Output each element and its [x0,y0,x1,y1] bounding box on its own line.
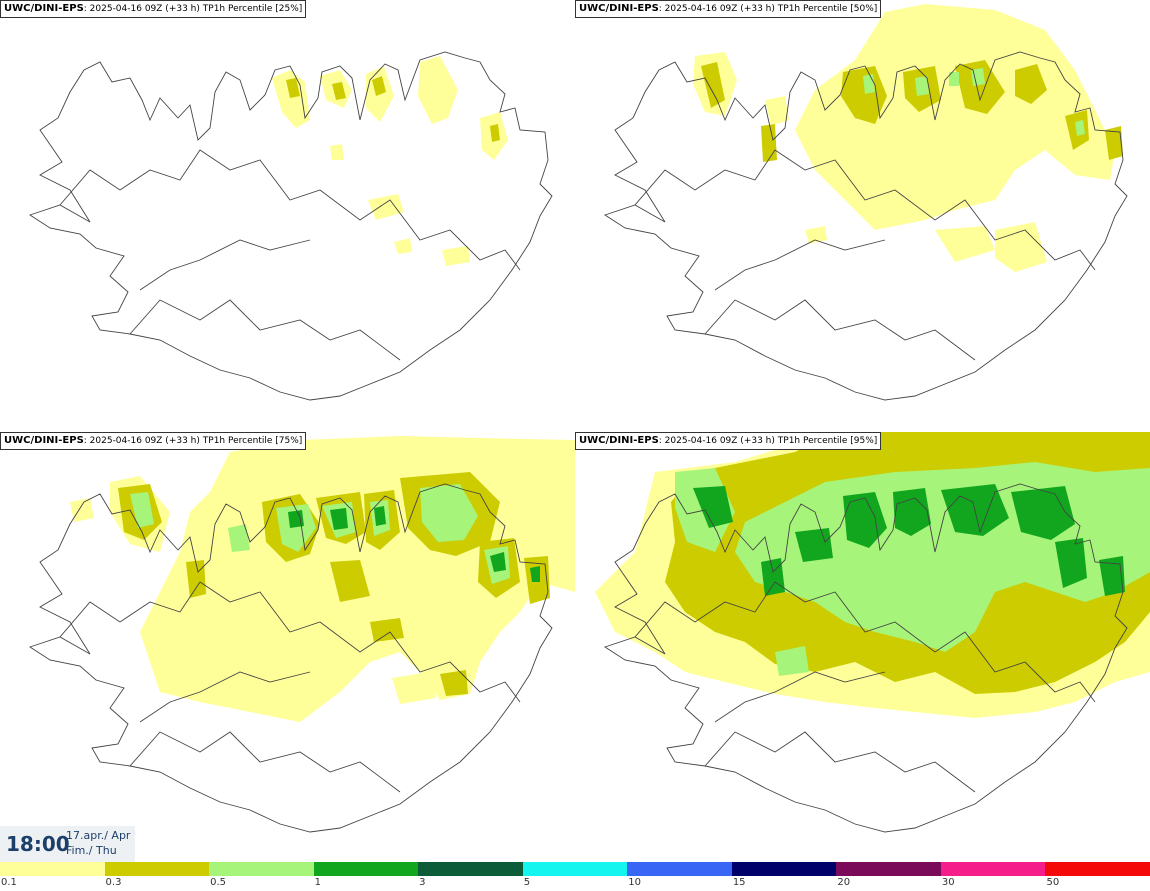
legend-color-bar [522,862,628,876]
valid-time: 18:00 [6,832,70,856]
panel-title: UWC/DINI-EPS: 2025-04-16 09Z (+33 h) TP1… [575,432,882,450]
valid-date: 17.apr./ Apr [66,829,131,842]
legend-color-bar [209,862,315,876]
legend-tick-label: 1 [314,877,321,888]
iceland-map [603,4,1128,401]
precip-field [272,56,508,266]
legend-color-bar [418,862,524,876]
legend-color-bar [731,862,837,876]
legend-tick-label: 5 [523,877,531,888]
map-panel-p25: UWC/DINI-EPS: 2025-04-16 09Z (+33 h) TP1… [0,0,575,432]
map-panel-p50: UWC/DINI-EPS: 2025-04-16 09Z (+33 h) TP1… [575,0,1150,432]
color-legend: 0.1 0.3 0.5 1 3 5 10 15 20 30 50 [0,862,1150,891]
panel-title: UWC/DINI-EPS: 2025-04-16 09Z (+33 h) TP1… [575,0,882,18]
valid-weekday: Fim./ Thu [66,844,117,857]
legend-color-bar [1045,862,1150,876]
iceland-map [28,51,553,401]
legend-tick-label: 0.5 [210,877,226,888]
coastline [28,51,553,401]
legend-color-bar [627,862,733,876]
legend-tick-label: 15 [732,877,746,888]
legend-color-bar [836,862,942,876]
iceland-map [575,432,1150,864]
legend-color-bar [0,862,106,876]
panel-title: UWC/DINI-EPS: 2025-04-16 09Z (+33 h) TP1… [0,0,307,18]
legend-color-bar [313,862,419,876]
map-panel-p95: UWC/DINI-EPS: 2025-04-16 09Z (+33 h) TP1… [575,432,1150,864]
legend-color-bar [104,862,210,876]
legend-tick-label: 0.1 [1,877,17,888]
legend-tick-label: 0.3 [105,877,122,888]
valid-time-box: 18:00 17.apr./ Apr Fim./ Thu [0,826,135,862]
legend-tick-label: 30 [941,877,955,888]
panel-title: UWC/DINI-EPS: 2025-04-16 09Z (+33 h) TP1… [0,432,307,450]
legend-tick-label: 50 [1046,877,1060,888]
legend-tick-label: 20 [837,877,851,888]
legend-color-bar [940,862,1046,876]
map-panel-p75: UWC/DINI-EPS: 2025-04-16 09Z (+33 h) TP1… [0,432,575,864]
legend-tick-label: 3 [419,877,426,888]
legend-tick-label: 10 [628,877,641,888]
iceland-map [28,436,575,833]
